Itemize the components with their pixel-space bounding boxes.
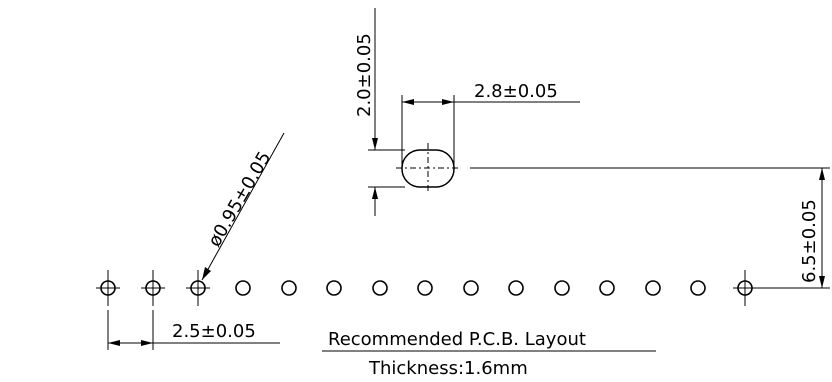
hole-4 xyxy=(235,280,251,296)
hole-3 xyxy=(186,270,210,306)
hole-12 xyxy=(599,280,615,296)
hole-9 xyxy=(463,280,479,296)
hole-14 xyxy=(690,280,706,296)
hole-10 xyxy=(508,280,524,296)
hole-1 xyxy=(96,270,120,306)
layout-title: Recommended P.C.B. Layout xyxy=(328,329,586,350)
pitch-label: 2.5±0.05 xyxy=(172,321,256,342)
slot-height-label: 2.0±0.05 xyxy=(354,33,375,117)
hole-13 xyxy=(645,280,661,296)
slot-pad xyxy=(396,143,460,194)
hole-diameter-label: ø0.95±0.05 xyxy=(204,148,275,251)
hole-diameter-leader: ø0.95±0.05 xyxy=(201,132,285,281)
pitch-dimension: 2.5±0.05 xyxy=(107,310,280,350)
slot-width-dimension: 2.8±0.05 xyxy=(401,81,580,168)
hole-8 xyxy=(417,280,433,296)
hole-5 xyxy=(281,280,297,296)
slot-height-dimension: 2.0±0.05 xyxy=(354,8,405,216)
hole-6 xyxy=(326,280,342,296)
hole-row xyxy=(96,270,757,306)
hole-11 xyxy=(554,280,570,296)
slot-width-label: 2.8±0.05 xyxy=(474,81,558,102)
hole-2 xyxy=(141,270,165,306)
offset-dimension: 6.5±0.05 xyxy=(470,167,830,289)
offset-label: 6.5±0.05 xyxy=(799,199,820,283)
hole-7 xyxy=(372,280,388,296)
hole-15 xyxy=(733,270,757,306)
thickness-note: Thickness:1.6mm xyxy=(368,358,528,379)
